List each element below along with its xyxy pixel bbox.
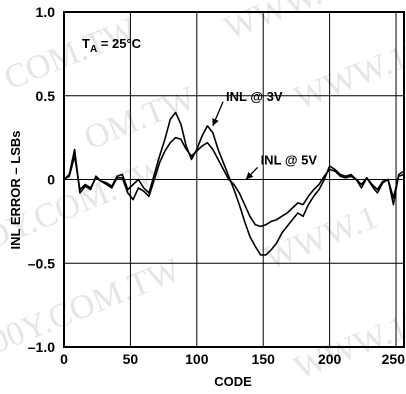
x-tick-label: 200 bbox=[318, 351, 342, 367]
y-tick-label: 1.0 bbox=[36, 4, 56, 20]
watermark-text: WWW.10 bbox=[289, 32, 406, 117]
watermark-text: COM.TW bbox=[0, 11, 143, 98]
series-line-inl-3v bbox=[63, 111, 405, 256]
annotations: INL @ 3V INL @ 5V bbox=[212, 89, 317, 180]
y-tick-label: 0 bbox=[47, 172, 55, 188]
y-tick-label: –1.0 bbox=[28, 339, 55, 355]
watermark-text: WWW.100 bbox=[219, 0, 374, 47]
watermark-text: OM.TW bbox=[79, 79, 201, 157]
annotation-arrow-head bbox=[245, 172, 254, 180]
x-tick-label: 100 bbox=[185, 351, 209, 367]
x-axis-label: CODE bbox=[214, 374, 252, 389]
x-tick-labels: 0 50 100 150 200 250 bbox=[60, 351, 405, 367]
y-axis-label: INL ERROR – LSBs bbox=[8, 131, 23, 250]
condition-label: TA = 25°C bbox=[82, 36, 142, 55]
x-tick-label: 150 bbox=[252, 351, 276, 367]
x-tick-label: 250 bbox=[382, 351, 406, 367]
x-tick-label: 50 bbox=[123, 351, 139, 367]
y-tick-labels: –1.0 –0.5 0 0.5 1.0 bbox=[28, 4, 55, 355]
series-line-inl-5v bbox=[63, 136, 405, 228]
watermark-text: WWW.100Y bbox=[289, 287, 406, 388]
annotation-inl-5v: INL @ 5V bbox=[261, 152, 318, 167]
annotation-inl-3v: INL @ 3V bbox=[226, 89, 283, 104]
y-tick-label: 0.5 bbox=[36, 88, 56, 104]
annotation-arrow-head bbox=[212, 118, 219, 126]
watermark-text: DY.COM.TW bbox=[0, 151, 172, 258]
series-layer bbox=[63, 111, 405, 256]
plot-frame bbox=[63, 11, 405, 348]
grid-lines bbox=[64, 12, 404, 347]
watermark-text: WWW.1 bbox=[259, 199, 383, 278]
y-tick-label: –0.5 bbox=[28, 255, 55, 271]
x-tick-label: 0 bbox=[60, 351, 68, 367]
